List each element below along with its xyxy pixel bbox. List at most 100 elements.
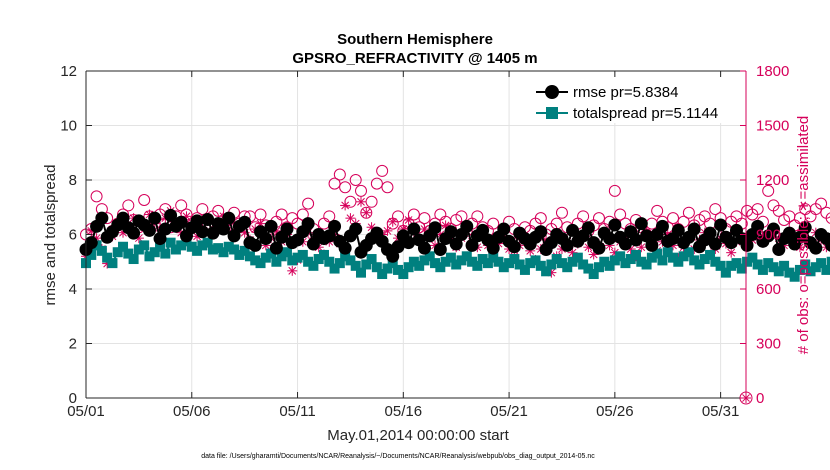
rmse-point: [148, 211, 162, 225]
rmse-point: [269, 241, 283, 255]
spread-point: [768, 262, 779, 273]
spread-point: [149, 247, 160, 258]
spread-point: [805, 266, 816, 277]
rmse-point: [84, 236, 98, 250]
possible-obs-point: [90, 190, 103, 203]
possible-obs-point: [592, 212, 605, 225]
x-tick-label: 05/11: [279, 403, 315, 420]
spread-point: [292, 252, 303, 263]
spread-point: [763, 258, 774, 269]
possible-obs-point: [709, 203, 722, 216]
rmse-point: [714, 218, 728, 232]
spread-point: [678, 251, 689, 262]
spread-point: [572, 252, 583, 263]
possible-obs-point: [418, 212, 431, 225]
possible-obs-point: [360, 206, 373, 219]
spread-point: [287, 255, 298, 266]
legend-spread-marker: [546, 107, 558, 119]
spread-point: [155, 241, 166, 252]
possible-obs-point: [370, 177, 383, 190]
spread-point: [493, 256, 504, 267]
possible-obs-point: [667, 212, 680, 225]
spread-point: [419, 255, 430, 266]
x-tick-label: 05/06: [173, 403, 211, 420]
assimilated-obs-point: [403, 214, 414, 225]
y-tick-label: 12: [60, 63, 77, 80]
spread-point: [673, 256, 684, 267]
y2-tick-label: 1200: [756, 172, 789, 189]
spread-point: [583, 263, 594, 274]
spread-point: [345, 255, 356, 266]
spread-point: [551, 254, 562, 265]
possible-obs-point: [323, 210, 336, 223]
line-series: [79, 208, 830, 282]
rmse-point: [460, 219, 474, 233]
rmse-point: [227, 229, 241, 243]
spread-point: [96, 245, 107, 256]
rmse-point: [127, 226, 141, 240]
possible-obs-point: [762, 184, 775, 197]
x-tick-label: 05/16: [385, 403, 423, 420]
rmse-point: [402, 236, 416, 250]
rmse-point: [640, 229, 654, 243]
y2-tick-label: 900: [756, 227, 781, 244]
spread-point: [133, 244, 144, 255]
spread-point: [371, 262, 382, 273]
rmse-point: [708, 237, 722, 251]
rmse-point: [497, 222, 511, 236]
rmse-point: [767, 222, 780, 236]
spread-point: [646, 252, 657, 263]
possible-obs-point: [455, 210, 468, 223]
rmse-point: [206, 226, 220, 240]
spread-point: [784, 267, 795, 278]
spread-point: [377, 269, 388, 280]
spread-point: [710, 256, 721, 267]
possible-obs-point: [651, 204, 664, 217]
rmse-point: [280, 222, 294, 236]
spread-point: [276, 251, 287, 262]
spread-point: [620, 258, 631, 269]
y2-tick-label: 0: [756, 390, 764, 407]
possible-obs-point: [392, 210, 405, 223]
possible-obs-point: [471, 210, 484, 223]
spread-point: [615, 251, 626, 262]
spread-point: [197, 240, 208, 251]
spread-point: [599, 256, 610, 267]
assimilated-obs-point: [382, 225, 393, 236]
rmse-point: [566, 223, 580, 237]
possible-obs-point: [138, 193, 151, 206]
spread-point: [176, 240, 187, 251]
rmse-point: [433, 242, 447, 256]
spread-point: [773, 266, 784, 277]
rmse-point: [772, 242, 786, 256]
spread-point: [202, 237, 213, 248]
x-tick-label: 05/01: [67, 403, 105, 420]
rmse-point: [449, 237, 463, 251]
spread-point: [794, 264, 805, 275]
spread-point: [408, 256, 419, 267]
spread-point: [593, 262, 604, 273]
spread-point: [652, 248, 663, 259]
spread-point: [398, 269, 409, 280]
rmse-point: [407, 222, 421, 236]
spread-point: [366, 254, 377, 265]
spread-point: [356, 267, 366, 278]
rmse-point: [174, 215, 188, 229]
spread-point: [128, 254, 139, 265]
rmse-point: [703, 226, 717, 240]
spread-point: [715, 260, 726, 271]
rmse-point: [417, 241, 431, 255]
spread-point: [271, 256, 282, 267]
spread-point: [567, 256, 578, 267]
spread-point: [414, 260, 425, 271]
rmse-point: [153, 232, 167, 246]
spread-point: [160, 248, 171, 259]
spread-point: [514, 259, 525, 270]
y2-tick-label: 1800: [756, 63, 789, 80]
x-axis-label: May.01,2014 00:00:00 start: [327, 427, 509, 444]
y-tick-label: 8: [69, 172, 77, 189]
rmse-point: [164, 208, 178, 222]
spread-point: [625, 254, 636, 265]
y-tick-label: 10: [60, 118, 77, 135]
